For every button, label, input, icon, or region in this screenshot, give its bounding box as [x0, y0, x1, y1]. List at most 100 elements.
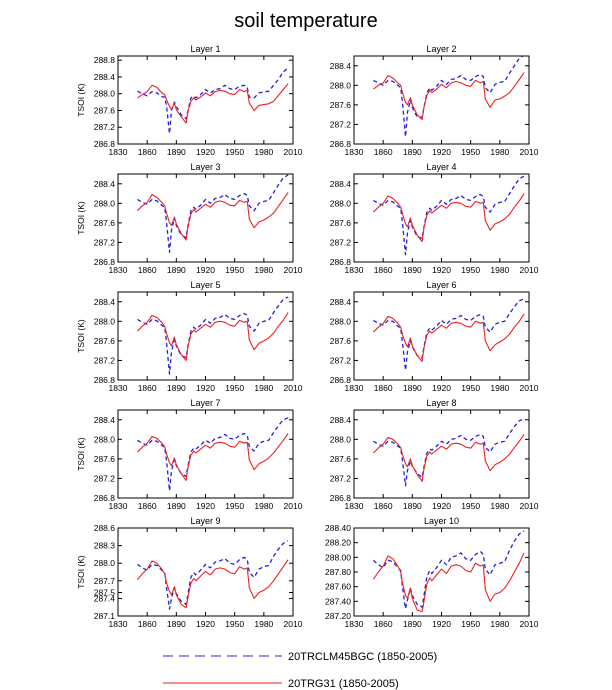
layer-1-frame [117, 55, 294, 145]
layer-7-xtick-label-4: 1950 [225, 501, 244, 511]
layer-2-xtick-label-2: 1890 [403, 147, 422, 157]
layer-1-ytick-label-3: 288.0 [94, 89, 116, 99]
layer-7-xtick-label-3: 1920 [196, 501, 215, 511]
layer-6-panel: Layer 6 1830 1860 1890 1920 1950 1980 2010 286.8… [330, 280, 539, 393]
layer-4-xtick-label-1: 1860 [374, 265, 393, 275]
layer-3-ytick-label-3: 288.0 [94, 198, 116, 208]
layer-6-ytick-label-2: 287.6 [330, 336, 352, 346]
layer-4-xtick-label-0: 1830 [345, 265, 364, 275]
layer-2-ytick-label-0: 286.8 [330, 139, 352, 149]
layer-2-title: Layer 2 [426, 44, 456, 54]
layer-6-xtick-label-0: 1830 [345, 383, 364, 393]
layer-10-series-rg31 [372, 552, 525, 613]
layer-5-series-clm45 [137, 296, 289, 375]
layer-7-ytick-label-0: 286.8 [94, 493, 116, 503]
layer-4-ytick-label-2: 287.6 [330, 218, 352, 228]
layer-4-panel: Layer 4 1830 1860 1890 1920 1950 1980 2010 286.8… [330, 162, 539, 275]
layer-10-ytick-label-3: 287.80 [325, 567, 351, 577]
layer-6-series-clm45 [373, 298, 525, 371]
layer-5-ytick-label-1: 287.2 [94, 355, 116, 365]
layer-2-series-clm45 [373, 56, 524, 138]
layer-7-series-rg31 [137, 433, 289, 481]
layer-1-ytick-label-4: 288.4 [94, 72, 116, 82]
layer-7-xtick-label-6: 2010 [284, 501, 303, 511]
layer-7-ytick-label-1: 287.2 [94, 473, 116, 483]
layer-4-title: Layer 4 [426, 162, 456, 172]
layer-10-title: Layer 10 [424, 516, 459, 526]
layer-6-ytick-label-3: 288.0 [330, 316, 352, 326]
layer-5-ylabel: TSOI (K) [76, 319, 86, 353]
layer-8-frame [353, 409, 530, 499]
layer-2-ytick-label-1: 287.2 [330, 119, 352, 129]
layer-6-ytick-label-1: 287.2 [330, 355, 352, 365]
layer-5-ytick-label-2: 287.6 [94, 336, 116, 346]
layer-1-xtick-label-4: 1950 [225, 147, 244, 157]
layer-10-ytick-label-4: 288.00 [325, 552, 351, 562]
layer-5-ytick-label-4: 288.4 [94, 297, 116, 307]
layer-8-xtick-label-4: 1950 [461, 501, 480, 511]
layer-3-xtick-label-5: 1980 [254, 265, 273, 275]
layer-10-xtick-label-1: 1860 [374, 619, 393, 629]
layer-2-series-rg31 [373, 72, 525, 121]
layer-2-ytick-label-3: 288.0 [330, 80, 352, 90]
layer-3-xtick-label-4: 1950 [225, 265, 244, 275]
layer-4-xtick-label-5: 1980 [490, 265, 509, 275]
layer-8-series-clm45 [373, 418, 525, 487]
layer-8-series-rg31 [373, 434, 525, 482]
layer-3-xtick-label-2: 1890 [167, 265, 186, 275]
layer-9-ytick-label-5: 288.3 [94, 541, 116, 551]
layer-5-ytick-label-0: 286.8 [94, 375, 116, 385]
layer-4-xtick-label-6: 2010 [520, 265, 539, 275]
layer-3-xtick-label-0: 1830 [109, 265, 128, 275]
layer-9-ytick-label-3: 287.7 [94, 576, 116, 586]
layer-4-ytick-label-1: 287.2 [330, 237, 352, 247]
legend-label-clm45: 20TRCLM45BGC (1850-2005) [288, 651, 437, 663]
layer-5-xtick-label-3: 1920 [196, 383, 215, 393]
layer-1-ytick-label-5: 288.8 [94, 55, 116, 65]
layer-5-xtick-label-4: 1950 [225, 383, 244, 393]
panels: Layer 1 1830 1860 1890 1920 1950 1980 2010 286.8… [76, 44, 539, 629]
layer-3-title: Layer 3 [190, 162, 220, 172]
layer-7-series-clm45 [137, 417, 289, 492]
layer-1-ytick-label-2: 287.6 [94, 105, 116, 115]
layer-7-ytick-label-4: 288.4 [94, 415, 116, 425]
layer-4-frame [353, 173, 530, 263]
layer-8-xtick-label-5: 1980 [490, 501, 509, 511]
layer-4-xtick-label-4: 1950 [461, 265, 480, 275]
layer-5-ytick-label-3: 288.0 [94, 316, 116, 326]
layer-8-ytick-label-4: 288.4 [330, 415, 352, 425]
layer-7-ytick-label-2: 287.6 [94, 454, 116, 464]
layer-6-xtick-label-6: 2010 [520, 383, 539, 393]
layer-3-xtick-label-6: 2010 [284, 265, 303, 275]
layer-6-title: Layer 6 [426, 280, 456, 290]
layer-3-series-clm45 [137, 174, 289, 253]
layer-2-panel: Layer 2 1830 1860 1890 1920 1950 1980 2010 286.8… [330, 44, 539, 157]
layer-5-xtick-label-0: 1830 [109, 383, 128, 393]
layer-6-xtick-label-5: 1980 [490, 383, 509, 393]
layer-1-xtick-label-5: 1980 [254, 147, 273, 157]
layer-1-ytick-label-1: 287.2 [94, 122, 116, 132]
layer-7-xtick-label-2: 1890 [167, 501, 186, 511]
layer-1-xtick-label-6: 2010 [284, 147, 303, 157]
layer-8-ytick-label-1: 287.2 [330, 473, 352, 483]
layer-9-series-rg31 [136, 559, 289, 609]
layer-1-xtick-label-2: 1890 [167, 147, 186, 157]
layer-1-xtick-label-3: 1920 [196, 147, 215, 157]
layer-7-xtick-label-5: 1980 [254, 501, 273, 511]
layer-9-xtick-label-3: 1920 [196, 619, 215, 629]
layer-7-ylabel: TSOI (K) [76, 437, 86, 471]
layer-7-xtick-label-0: 1830 [109, 501, 128, 511]
layer-2-xtick-label-5: 1980 [490, 147, 509, 157]
layer-8-panel: Layer 8 1830 1860 1890 1920 1950 1980 2010 286.8… [330, 398, 539, 511]
layer-7-panel: Layer 7 1830 1860 1890 1920 1950 1980 2010 286.8… [76, 398, 303, 511]
layer-10-frame [353, 527, 530, 617]
layer-9-ytick-label-6: 288.6 [94, 523, 116, 533]
layer-1-ylabel: TSOI (K) [76, 83, 86, 117]
layer-9-xtick-label-2: 1890 [167, 619, 186, 629]
layer-10-xtick-label-3: 1920 [432, 619, 451, 629]
layer-8-ytick-label-0: 286.8 [330, 493, 352, 503]
layer-2-ytick-label-2: 287.6 [330, 100, 352, 110]
layer-4-ytick-label-4: 288.4 [330, 179, 352, 189]
layer-3-xtick-label-1: 1860 [138, 265, 157, 275]
